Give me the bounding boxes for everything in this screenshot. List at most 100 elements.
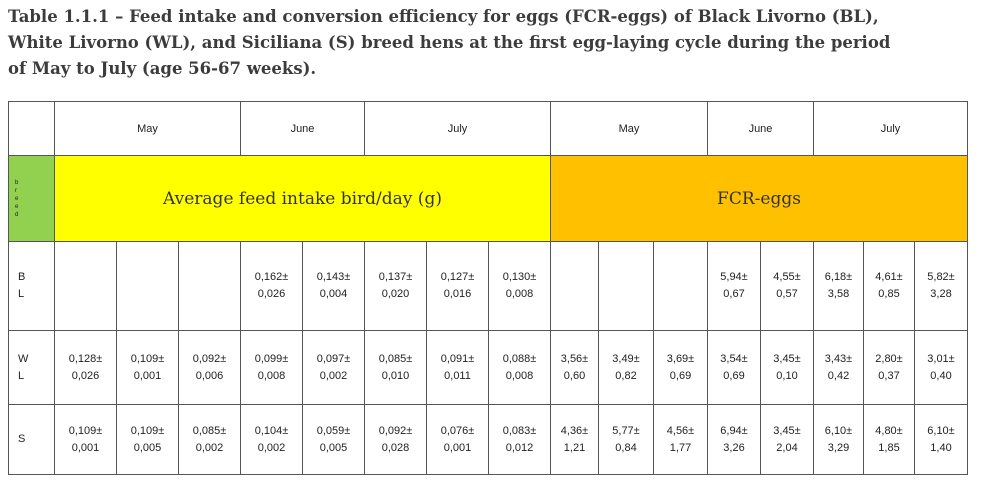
cell-mean: 4,80±	[875, 424, 903, 437]
cell-mean: 0,059±	[316, 424, 351, 437]
cell-sd: 0,002	[319, 369, 348, 382]
cell-mean: 0,088±	[502, 352, 537, 365]
table-cell: 0,097± 0,002	[302, 330, 365, 405]
cell-sd: 0,69	[669, 369, 692, 382]
table-cell: 3,45± 0,10	[760, 330, 814, 405]
table-cell: 0,109± 0,001	[54, 404, 117, 475]
cell-sd: 0,002	[195, 441, 224, 454]
cell-sd: 0,008	[505, 288, 534, 300]
table-caption: Table 1.1.1 – Feed intake and conversion…	[8, 4, 980, 82]
breed-letter: e	[15, 203, 19, 210]
header-corner	[8, 101, 55, 156]
table-cell: 0,109± 0,001	[116, 330, 179, 405]
cell-sd: 0,005	[133, 441, 162, 454]
cell-mean: 0,130±	[502, 271, 537, 283]
table-cell: 0,092± 0,006	[178, 330, 241, 405]
breed-letter: b	[15, 179, 19, 186]
cell-mean: 0,128±	[68, 352, 103, 365]
table-cell: 0,091± 0,011	[426, 330, 489, 405]
table-cell: 0,127± 0,016	[426, 241, 489, 331]
breed-row-label-line: L	[18, 369, 25, 382]
cell-sd: 0,37	[878, 369, 900, 382]
cell-sd: 3,29	[827, 441, 850, 454]
table-cell: 3,43± 0,42	[813, 330, 864, 405]
cell-mean: 0,137±	[378, 271, 413, 283]
month-header-may-fcr: May	[550, 101, 708, 156]
cell-sd: 0,012	[505, 441, 534, 454]
table-cell	[598, 241, 654, 331]
caption-line-2: White Livorno (WL), and Siciliana (S) br…	[8, 33, 891, 52]
cell-sd: 0,026	[71, 369, 100, 382]
breed-row-label-line: W	[18, 352, 29, 365]
cell-mean: 5,94±	[720, 271, 748, 283]
cell-sd: 0,42	[827, 369, 850, 382]
cell-mean: 0,109±	[130, 424, 165, 437]
table-cell: 2,80± 0,37	[863, 330, 915, 405]
table-cell: 4,56± 1,77	[653, 404, 708, 475]
cell-mean: 3,01±	[927, 352, 955, 365]
cell-mean: 4,56±	[666, 424, 695, 437]
feed-intake-band: Average feed intake bird/day (g)	[54, 155, 551, 242]
breed-letter: r	[15, 187, 17, 194]
table-row: B L 0,162± 0,026 0,143± 0,004 0,137± 0,020 0,127…	[8, 241, 968, 331]
cell-sd: 0,85	[878, 288, 900, 300]
table-cell	[653, 241, 708, 331]
cell-mean: 0,085±	[192, 424, 227, 437]
table-cell: 0,128± 0,026	[54, 330, 117, 405]
table-cell	[178, 241, 241, 331]
cell-mean: 0,085±	[378, 352, 413, 365]
cell-sd: 1,77	[669, 441, 692, 454]
cell-sd: 0,001	[71, 441, 100, 454]
cell-sd: 0,002	[257, 441, 286, 454]
cell-mean: 3,56±	[560, 352, 589, 365]
month-header-may-feed: May	[54, 101, 241, 156]
breed-row-label-line: S	[18, 433, 26, 445]
feed-fcr-table: May June July May June July b r e e d Av…	[8, 101, 968, 475]
cell-sd: 0,006	[195, 369, 224, 382]
table-cell: 0,137± 0,020	[364, 241, 427, 331]
cell-mean: 5,82±	[927, 271, 955, 283]
cell-mean: 0,109±	[130, 352, 165, 365]
table-cell: 6,10± 1,40	[914, 404, 968, 475]
cell-sd: 0,60	[563, 369, 586, 382]
cell-sd: 0,020	[381, 288, 410, 300]
cell-sd: 0,008	[505, 369, 534, 382]
cell-mean: 4,61±	[875, 271, 903, 283]
cell-sd: 0,10	[776, 369, 798, 382]
table-cell: 0,104± 0,002	[240, 404, 303, 475]
cell-sd: 0,010	[381, 369, 410, 382]
table-cell: 0,162± 0,026	[240, 241, 303, 331]
cell-mean: 3,45±	[773, 352, 801, 365]
cell-sd: 0,028	[381, 441, 410, 454]
cell-sd: 3,58	[827, 288, 850, 300]
table-cell: 0,085± 0,010	[364, 330, 427, 405]
cell-sd: 0,008	[257, 369, 286, 382]
cell-sd: 1,85	[878, 441, 900, 454]
cell-sd: 0,57	[776, 288, 798, 300]
cell-mean: 3,54±	[720, 352, 748, 365]
table-cell: 3,45± 2,04	[760, 404, 814, 475]
cell-sd: 0,001	[443, 441, 472, 454]
cell-sd: 0,69	[723, 369, 745, 382]
table-row: W L 0,128± 0,026 0,109± 0,001 0,092± 0,006 0,099…	[8, 330, 968, 405]
table-cell: 0,092± 0,028	[364, 404, 427, 475]
cell-sd: 1,40	[930, 441, 952, 454]
cell-sd: 0,004	[319, 288, 348, 300]
cell-mean: 0,109±	[68, 424, 103, 437]
cell-mean: 3,43±	[824, 352, 853, 365]
cell-mean: 3,69±	[666, 352, 695, 365]
cell-mean: 6,10±	[824, 424, 853, 437]
table-cell	[54, 241, 117, 331]
table-cell: 6,18± 3,58	[813, 241, 864, 331]
cell-mean: 0,092±	[378, 424, 413, 437]
data-rows: B L 0,162± 0,026 0,143± 0,004 0,137± 0,020 0,127…	[8, 241, 968, 475]
caption-line-1: Table 1.1.1 – Feed intake and conversion…	[8, 7, 879, 26]
month-header-july-fcr: July	[813, 101, 968, 156]
table-cell	[116, 241, 179, 331]
cell-mean: 2,80±	[875, 352, 903, 365]
cell-mean: 0,076±	[440, 424, 475, 437]
breed-letter: d	[15, 211, 19, 218]
breed-label-cell: b r e e d	[8, 155, 55, 242]
breed-row-label-line: L	[18, 288, 25, 300]
cell-mean: 3,45±	[773, 424, 801, 437]
